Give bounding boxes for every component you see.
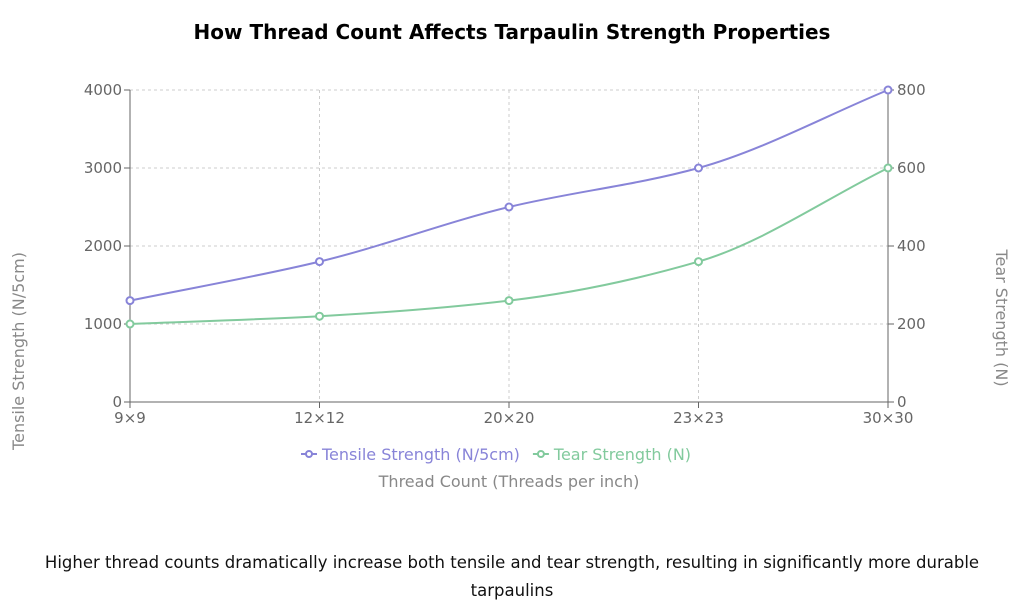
y-right-tick-label: 600: [897, 159, 926, 177]
data-point: [694, 257, 703, 267]
data-point: [125, 319, 135, 329]
x-tick-label: 9×9: [114, 409, 146, 427]
y-right-tick-label: 800: [897, 81, 926, 99]
y-left-tick-label: 3000: [84, 159, 122, 177]
tick-labels: 0 1000 2000 3000 4000 0 200 400 600 800 9×9 12×12 20…: [84, 81, 926, 427]
y-left-tick-label: 4000: [84, 81, 122, 99]
y-left-tick-label: 0: [112, 393, 122, 411]
data-point: [504, 296, 514, 306]
series-points: [125, 85, 893, 329]
y-right-tick-label: 0: [897, 393, 907, 411]
x-axis-title: Thread Count (Threads per inch): [378, 472, 640, 491]
y-left-tick-label: 1000: [84, 315, 122, 333]
data-point: [315, 311, 324, 321]
legend-swatch-marker: [305, 450, 313, 458]
line-chart: 0 1000 2000 3000 4000 0 200 400 600 800 9×9 12×12 20…: [9, 81, 1011, 491]
x-tick-label: 30×30: [863, 409, 914, 427]
data-point: [315, 257, 324, 267]
x-tick-label: 12×12: [294, 409, 345, 427]
data-point: [883, 85, 893, 95]
legend: Tensile Strength (N/5cm) Tear Strength (N…: [301, 445, 691, 464]
x-tick-label: 23×23: [673, 409, 724, 427]
y-axis-left-title: Tensile Strength (N/5cm): [9, 252, 28, 451]
legend-swatch-marker: [536, 450, 545, 458]
y-right-tick-label: 200: [897, 315, 926, 333]
y-left-tick-label: 2000: [84, 237, 122, 255]
chart-title: How Thread Count Affects Tarpaulin Stren…: [193, 20, 831, 44]
data-point: [125, 296, 135, 306]
y-right-tick-label: 400: [897, 237, 926, 255]
data-point: [883, 163, 893, 173]
legend-label-1: Tensile Strength (N/5cm): [321, 445, 520, 464]
data-point: [504, 202, 514, 212]
axes: [124, 89, 894, 408]
chart-caption: Higher thread counts dramatically increa…: [44, 553, 980, 600]
grid: [130, 89, 888, 402]
data-point: [694, 163, 703, 173]
legend-label-2: Tear Strength (N): [553, 445, 691, 464]
y-axis-right-title: Tear Strength (N): [992, 248, 1011, 386]
x-tick-label: 20×20: [484, 409, 535, 427]
